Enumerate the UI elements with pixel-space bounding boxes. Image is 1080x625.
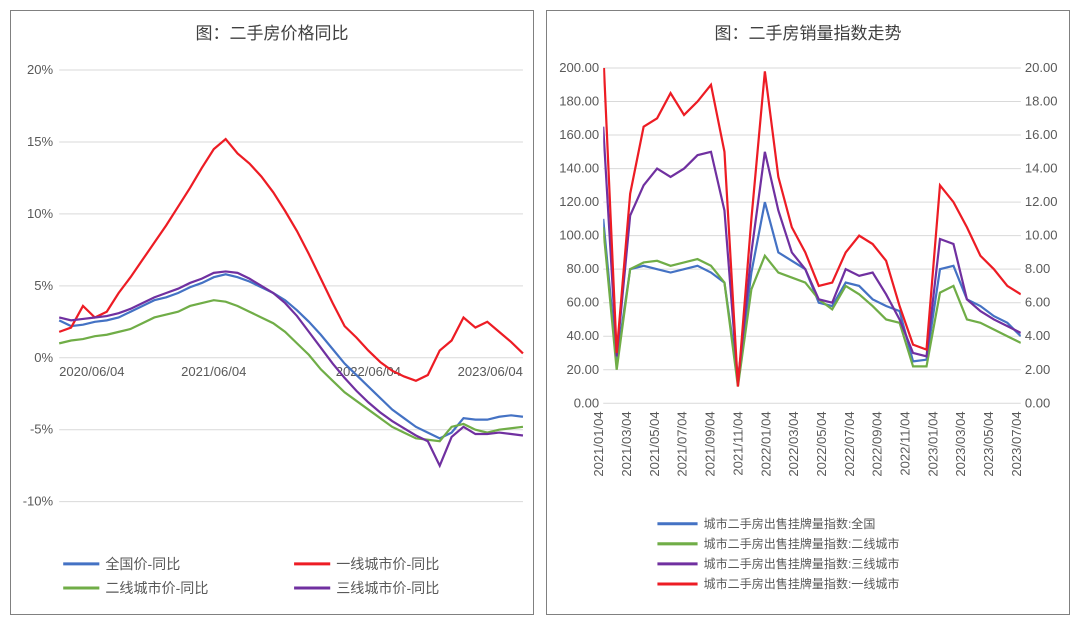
right-chart-area: 0.00 20.00 40.00 60.00 80.00 100.00 120.00 140.… xyxy=(547,48,1069,614)
series-line xyxy=(59,300,523,441)
svg-text:2021/09/04: 2021/09/04 xyxy=(703,411,718,476)
svg-text:20.00: 20.00 xyxy=(1025,60,1058,75)
svg-text:2023/06/04: 2023/06/04 xyxy=(458,364,523,379)
svg-text:0.00: 0.00 xyxy=(1025,395,1050,410)
svg-text:2021/03/04: 2021/03/04 xyxy=(619,411,634,476)
left-chart-title: 图：二手房价格同比 xyxy=(11,11,533,48)
left-chart-area: -10% -5% 0% 5% 10% 15% 20% 2020/06/04 2021/06/04… xyxy=(11,48,533,614)
svg-text:2021/07/04: 2021/07/04 xyxy=(675,411,690,476)
svg-text:2022/11/04: 2022/11/04 xyxy=(897,411,912,475)
svg-text:一线城市价-同比: 一线城市价-同比 xyxy=(336,556,439,572)
svg-text:城市二手房出售挂牌量指数:三线城市: 城市二手房出售挂牌量指数:三线城市 xyxy=(704,556,900,571)
svg-text:10.00: 10.00 xyxy=(1025,228,1058,243)
svg-text:6.00: 6.00 xyxy=(1025,295,1050,310)
svg-text:5%: 5% xyxy=(34,278,53,293)
right-chart-title: 图：二手房销量指数走势 xyxy=(547,11,1069,48)
left-chart-svg: -10% -5% 0% 5% 10% 15% 20% 2020/06/04 2021/06/04… xyxy=(11,48,533,614)
left-chart-legend: 全国价-同比 一线城市价-同比二线城市价-同比 三线城市价-同比 xyxy=(63,556,439,596)
svg-text:18.00: 18.00 xyxy=(1025,94,1058,109)
svg-text:14.00: 14.00 xyxy=(1025,161,1058,176)
svg-text:城市二手房出售挂牌量指数:一线城市: 城市二手房出售挂牌量指数:一线城市 xyxy=(704,576,900,591)
svg-text:二线城市价-同比: 二线城市价-同比 xyxy=(105,580,208,596)
svg-text:140.00: 140.00 xyxy=(559,161,599,176)
svg-text:0%: 0% xyxy=(34,350,53,365)
svg-text:100.00: 100.00 xyxy=(559,228,599,243)
svg-text:160.00: 160.00 xyxy=(559,127,599,142)
svg-text:8.00: 8.00 xyxy=(1025,261,1050,276)
series-line xyxy=(59,271,523,465)
svg-text:15%: 15% xyxy=(27,134,54,149)
svg-text:2022/01/04: 2022/01/04 xyxy=(758,411,773,476)
svg-text:20.00: 20.00 xyxy=(567,362,600,377)
svg-text:2021/06/04: 2021/06/04 xyxy=(181,364,246,379)
svg-text:16.00: 16.00 xyxy=(1025,127,1058,142)
svg-text:20%: 20% xyxy=(27,62,54,77)
svg-text:80.00: 80.00 xyxy=(567,261,600,276)
svg-text:2023/07/04: 2023/07/04 xyxy=(1009,411,1024,476)
svg-text:三线城市价-同比: 三线城市价-同比 xyxy=(336,580,439,596)
svg-text:200.00: 200.00 xyxy=(559,60,599,75)
svg-text:0.00: 0.00 xyxy=(574,395,599,410)
svg-text:2021/01/04: 2021/01/04 xyxy=(591,411,606,476)
svg-text:-5%: -5% xyxy=(30,422,54,437)
right-chart-svg: 0.00 20.00 40.00 60.00 80.00 100.00 120.00 140.… xyxy=(547,48,1069,614)
svg-text:2022/05/04: 2022/05/04 xyxy=(814,411,829,476)
series-line xyxy=(59,274,523,438)
svg-text:2022/07/04: 2022/07/04 xyxy=(842,411,857,476)
svg-text:全国价-同比: 全国价-同比 xyxy=(105,556,180,572)
svg-text:2021/05/04: 2021/05/04 xyxy=(647,411,662,476)
left-chart-panel: 图：二手房价格同比 -10% -5% 0% 5% 10% 15% 20% 2020/06/04… xyxy=(10,10,534,615)
svg-text:2021/11/04: 2021/11/04 xyxy=(730,411,745,475)
svg-text:2023/05/04: 2023/05/04 xyxy=(981,411,996,476)
series-line xyxy=(603,127,1021,383)
svg-text:10%: 10% xyxy=(27,206,54,221)
right-chart-panel: 图：二手房销量指数走势 0.00 20.00 40.00 60.00 80.00 100.… xyxy=(546,10,1070,615)
svg-text:120.00: 120.00 xyxy=(559,194,599,209)
svg-text:-10%: -10% xyxy=(23,494,54,509)
svg-text:180.00: 180.00 xyxy=(559,94,599,109)
svg-text:12.00: 12.00 xyxy=(1025,194,1058,209)
svg-text:60.00: 60.00 xyxy=(567,295,600,310)
svg-text:2022/03/04: 2022/03/04 xyxy=(786,411,801,476)
svg-text:2023/03/04: 2023/03/04 xyxy=(953,411,968,476)
series-line xyxy=(59,139,523,381)
svg-text:2.00: 2.00 xyxy=(1025,362,1050,377)
right-chart-legend: 城市二手房出售挂牌量指数:全国城市二手房出售挂牌量指数:二线城市城市二手房出售挂… xyxy=(657,516,899,591)
svg-text:城市二手房出售挂牌量指数:全国: 城市二手房出售挂牌量指数:全国 xyxy=(704,516,876,531)
svg-text:40.00: 40.00 xyxy=(567,328,600,343)
svg-text:城市二手房出售挂牌量指数:二线城市: 城市二手房出售挂牌量指数:二线城市 xyxy=(704,536,900,551)
svg-text:2022/09/04: 2022/09/04 xyxy=(870,411,885,476)
svg-text:4.00: 4.00 xyxy=(1025,328,1050,343)
svg-text:2023/01/04: 2023/01/04 xyxy=(925,411,940,476)
svg-text:2020/06/04: 2020/06/04 xyxy=(59,364,124,379)
series-line xyxy=(603,227,1021,386)
